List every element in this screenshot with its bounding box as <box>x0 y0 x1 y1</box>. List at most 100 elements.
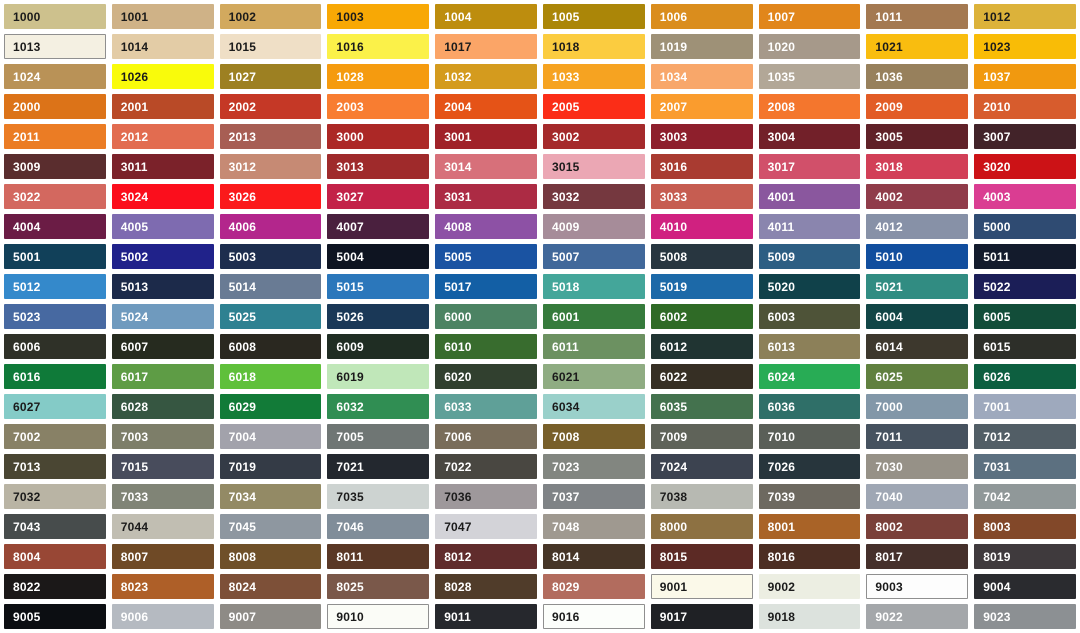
ral-swatch-7023[interactable]: 7023 <box>543 454 645 479</box>
ral-swatch-7022[interactable]: 7022 <box>435 454 537 479</box>
ral-swatch-8001[interactable]: 8001 <box>758 514 861 539</box>
ral-swatch-1027[interactable]: 1027 <box>219 64 322 89</box>
ral-swatch-9022[interactable]: 9022 <box>866 604 969 629</box>
ral-swatch-7021[interactable]: 7021 <box>327 454 430 479</box>
ral-swatch-7003[interactable]: 7003 <box>111 424 214 449</box>
ral-swatch-8004[interactable]: 8004 <box>4 544 106 569</box>
ral-swatch-8002[interactable]: 8002 <box>866 514 969 539</box>
ral-swatch-3007[interactable]: 3007 <box>974 124 1076 149</box>
ral-swatch-7036[interactable]: 7036 <box>435 484 537 509</box>
ral-swatch-7038[interactable]: 7038 <box>650 484 753 509</box>
ral-swatch-5008[interactable]: 5008 <box>650 244 753 269</box>
ral-swatch-3000[interactable]: 3000 <box>327 124 430 149</box>
ral-swatch-3022[interactable]: 3022 <box>4 184 106 209</box>
ral-swatch-1036[interactable]: 1036 <box>866 64 969 89</box>
ral-swatch-6020[interactable]: 6020 <box>435 364 537 389</box>
ral-swatch-8023[interactable]: 8023 <box>111 574 214 599</box>
ral-swatch-8025[interactable]: 8025 <box>327 574 430 599</box>
ral-swatch-5003[interactable]: 5003 <box>219 244 322 269</box>
ral-swatch-7019[interactable]: 7019 <box>219 454 322 479</box>
ral-swatch-6032[interactable]: 6032 <box>327 394 430 419</box>
ral-swatch-4012[interactable]: 4012 <box>866 214 969 239</box>
ral-swatch-1024[interactable]: 1024 <box>4 64 106 89</box>
ral-swatch-5001[interactable]: 5001 <box>4 244 106 269</box>
ral-swatch-1001[interactable]: 1001 <box>111 4 214 29</box>
ral-swatch-4008[interactable]: 4008 <box>435 214 537 239</box>
ral-swatch-3017[interactable]: 3017 <box>758 154 861 179</box>
ral-swatch-6018[interactable]: 6018 <box>219 364 322 389</box>
ral-swatch-6036[interactable]: 6036 <box>758 394 861 419</box>
ral-swatch-8016[interactable]: 8016 <box>758 544 861 569</box>
ral-swatch-1021[interactable]: 1021 <box>866 34 969 59</box>
ral-swatch-1018[interactable]: 1018 <box>543 34 645 59</box>
ral-swatch-3015[interactable]: 3015 <box>543 154 645 179</box>
ral-swatch-6013[interactable]: 6013 <box>758 334 861 359</box>
ral-swatch-1019[interactable]: 1019 <box>650 34 753 59</box>
ral-swatch-1037[interactable]: 1037 <box>974 64 1076 89</box>
ral-swatch-3005[interactable]: 3005 <box>866 124 969 149</box>
ral-swatch-6002[interactable]: 6002 <box>650 304 753 329</box>
ral-swatch-6025[interactable]: 6025 <box>866 364 969 389</box>
ral-swatch-9023[interactable]: 9023 <box>974 604 1076 629</box>
ral-swatch-8011[interactable]: 8011 <box>327 544 430 569</box>
ral-swatch-3026[interactable]: 3026 <box>219 184 322 209</box>
ral-swatch-6008[interactable]: 6008 <box>219 334 322 359</box>
ral-swatch-7012[interactable]: 7012 <box>974 424 1076 449</box>
ral-swatch-7044[interactable]: 7044 <box>111 514 214 539</box>
ral-swatch-5026[interactable]: 5026 <box>327 304 430 329</box>
ral-swatch-6010[interactable]: 6010 <box>435 334 537 359</box>
ral-swatch-6026[interactable]: 6026 <box>974 364 1076 389</box>
ral-swatch-7026[interactable]: 7026 <box>758 454 861 479</box>
ral-swatch-8003[interactable]: 8003 <box>974 514 1076 539</box>
ral-swatch-7002[interactable]: 7002 <box>4 424 106 449</box>
ral-swatch-6027[interactable]: 6027 <box>4 394 106 419</box>
ral-swatch-8029[interactable]: 8029 <box>543 574 645 599</box>
ral-swatch-6029[interactable]: 6029 <box>219 394 322 419</box>
ral-swatch-5021[interactable]: 5021 <box>866 274 969 299</box>
ral-swatch-4005[interactable]: 4005 <box>111 214 214 239</box>
ral-swatch-3027[interactable]: 3027 <box>327 184 430 209</box>
ral-swatch-2010[interactable]: 2010 <box>974 94 1076 119</box>
ral-swatch-6028[interactable]: 6028 <box>111 394 214 419</box>
ral-swatch-1035[interactable]: 1035 <box>758 64 861 89</box>
ral-swatch-4011[interactable]: 4011 <box>758 214 861 239</box>
ral-swatch-8014[interactable]: 8014 <box>543 544 645 569</box>
ral-swatch-2003[interactable]: 2003 <box>327 94 430 119</box>
ral-swatch-6012[interactable]: 6012 <box>650 334 753 359</box>
ral-swatch-5020[interactable]: 5020 <box>758 274 861 299</box>
ral-swatch-6011[interactable]: 6011 <box>543 334 645 359</box>
ral-swatch-2008[interactable]: 2008 <box>758 94 861 119</box>
ral-swatch-3009[interactable]: 3009 <box>4 154 106 179</box>
ral-swatch-7042[interactable]: 7042 <box>974 484 1076 509</box>
ral-swatch-3011[interactable]: 3011 <box>111 154 214 179</box>
ral-swatch-5000[interactable]: 5000 <box>974 214 1076 239</box>
ral-swatch-4001[interactable]: 4001 <box>758 184 861 209</box>
ral-swatch-4002[interactable]: 4002 <box>866 184 969 209</box>
ral-swatch-1033[interactable]: 1033 <box>543 64 645 89</box>
ral-swatch-2004[interactable]: 2004 <box>435 94 537 119</box>
ral-swatch-5024[interactable]: 5024 <box>111 304 214 329</box>
ral-swatch-7005[interactable]: 7005 <box>327 424 430 449</box>
ral-swatch-6024[interactable]: 6024 <box>758 364 861 389</box>
ral-swatch-2000[interactable]: 2000 <box>4 94 106 119</box>
ral-swatch-6017[interactable]: 6017 <box>111 364 214 389</box>
ral-swatch-1020[interactable]: 1020 <box>758 34 861 59</box>
ral-swatch-2012[interactable]: 2012 <box>111 124 214 149</box>
ral-swatch-7048[interactable]: 7048 <box>543 514 645 539</box>
ral-swatch-6007[interactable]: 6007 <box>111 334 214 359</box>
ral-swatch-5018[interactable]: 5018 <box>543 274 645 299</box>
ral-swatch-7000[interactable]: 7000 <box>866 394 969 419</box>
ral-swatch-8022[interactable]: 8022 <box>4 574 106 599</box>
ral-swatch-1014[interactable]: 1014 <box>111 34 214 59</box>
ral-swatch-1028[interactable]: 1028 <box>327 64 430 89</box>
ral-swatch-8012[interactable]: 8012 <box>435 544 537 569</box>
ral-swatch-4004[interactable]: 4004 <box>4 214 106 239</box>
ral-swatch-1015[interactable]: 1015 <box>219 34 322 59</box>
ral-swatch-3001[interactable]: 3001 <box>435 124 537 149</box>
ral-swatch-5004[interactable]: 5004 <box>327 244 430 269</box>
ral-swatch-7034[interactable]: 7034 <box>219 484 322 509</box>
ral-swatch-7010[interactable]: 7010 <box>758 424 861 449</box>
ral-swatch-3020[interactable]: 3020 <box>974 154 1076 179</box>
ral-swatch-3018[interactable]: 3018 <box>866 154 969 179</box>
ral-swatch-5012[interactable]: 5012 <box>4 274 106 299</box>
